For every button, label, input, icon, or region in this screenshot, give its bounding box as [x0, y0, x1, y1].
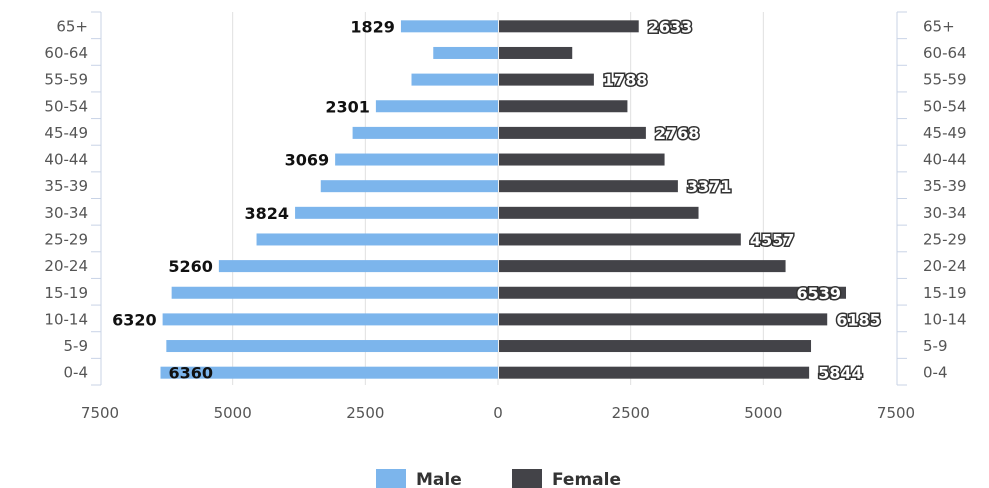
bar-female[interactable] — [499, 46, 573, 59]
bar-male[interactable] — [320, 180, 498, 193]
legend-swatch-female[interactable] — [512, 469, 542, 488]
bar-male[interactable] — [218, 260, 499, 273]
data-label-female: 6185 — [836, 310, 881, 329]
data-label-female: 2633 — [648, 17, 693, 36]
data-label-male: 6320 — [112, 310, 157, 329]
category-label-right: 65+ — [923, 17, 955, 35]
x-tick-label: 2500 — [612, 404, 650, 422]
data-label-female: 1788 — [603, 71, 648, 90]
category-label-left: 15-19 — [44, 284, 88, 302]
x-tick-label: 2500 — [346, 404, 384, 422]
bar-male[interactable] — [335, 153, 498, 166]
category-label-left: 25-29 — [44, 230, 88, 248]
bar-female[interactable] — [499, 100, 628, 113]
data-labels: 6360 5844 6320 6185 6539 5260 4557 3824 3371 3069… — [112, 16, 882, 384]
legend-swatch-male[interactable] — [376, 469, 406, 488]
category-label-right: 20-24 — [923, 257, 967, 275]
data-label-female: 6539 — [796, 284, 841, 303]
category-label-right: 60-64 — [923, 44, 967, 62]
bar-female[interactable] — [499, 126, 646, 139]
data-label-male: 2301 — [325, 97, 370, 116]
category-label-left: 60-64 — [44, 44, 88, 62]
category-label-left: 5-9 — [64, 337, 89, 355]
category-label-left: 20-24 — [44, 257, 88, 275]
data-label-male: 3069 — [285, 151, 330, 170]
x-tick-label: 7500 — [877, 404, 915, 422]
bar-male[interactable] — [375, 100, 498, 113]
bar-male[interactable] — [295, 206, 498, 219]
bar-female[interactable] — [499, 286, 847, 299]
bar-female[interactable] — [499, 73, 594, 86]
bar-male[interactable] — [352, 126, 498, 139]
bar-female[interactable] — [499, 206, 699, 219]
gridlines — [232, 12, 764, 385]
bar-male[interactable] — [171, 286, 498, 299]
category-label-right: 25-29 — [923, 230, 967, 248]
data-label-female: 2768 — [655, 124, 700, 143]
data-label-male: 1829 — [350, 17, 395, 36]
category-label-right: 45-49 — [923, 124, 967, 142]
legend-label-female[interactable]: Female — [552, 470, 621, 488]
category-label-left: 10-14 — [44, 310, 88, 328]
category-label-right: 35-39 — [923, 177, 967, 195]
bar-female[interactable] — [499, 233, 741, 246]
x-tick-label: 0 — [493, 404, 503, 422]
category-label-right: 55-59 — [923, 71, 967, 89]
bar-female[interactable] — [499, 153, 665, 166]
axes: 7500 5000 2500 0 2500 5000 7500 0-4 0-4 5-9 5-9 10-… — [44, 11, 967, 422]
data-label-female: 5844 — [818, 364, 863, 383]
data-label-male: 6360 — [168, 364, 213, 383]
data-label-male: 5260 — [168, 257, 213, 276]
bar-male[interactable] — [162, 313, 499, 326]
bar-female[interactable] — [499, 366, 810, 379]
category-label-left: 50-54 — [44, 97, 88, 115]
bar-male[interactable] — [411, 73, 498, 86]
category-label-left: 55-59 — [44, 71, 88, 89]
data-label-female: 3371 — [687, 177, 732, 196]
category-label-left: 0-4 — [64, 364, 89, 382]
category-label-left: 35-39 — [44, 177, 88, 195]
category-label-right: 0-4 — [923, 364, 948, 382]
category-label-right: 10-14 — [923, 310, 967, 328]
category-label-right: 5-9 — [923, 337, 948, 355]
bar-male[interactable] — [166, 340, 499, 353]
category-label-left: 65+ — [56, 17, 88, 35]
bar-female[interactable] — [499, 260, 786, 273]
bar-male[interactable] — [160, 366, 498, 379]
x-tick-label: 7500 — [81, 404, 119, 422]
bar-female[interactable] — [499, 340, 812, 353]
bars — [160, 20, 847, 379]
legend-label-male[interactable]: Male — [416, 470, 462, 488]
bar-female[interactable] — [499, 180, 678, 193]
data-label-male: 3824 — [245, 204, 290, 223]
bar-male[interactable] — [256, 233, 498, 246]
category-label-right: 30-34 — [923, 204, 967, 222]
bar-female[interactable] — [499, 20, 639, 33]
category-label-left: 45-49 — [44, 124, 88, 142]
x-tick-label: 5000 — [744, 404, 782, 422]
x-tick-label: 5000 — [214, 404, 252, 422]
category-label-left: 40-44 — [44, 151, 88, 169]
bar-male[interactable] — [400, 20, 498, 33]
bar-female[interactable] — [499, 313, 828, 326]
legend[interactable]: Male Female — [376, 469, 621, 488]
category-label-left: 30-34 — [44, 204, 88, 222]
category-label-right: 40-44 — [923, 151, 967, 169]
category-label-right: 15-19 — [923, 284, 967, 302]
category-label-right: 50-54 — [923, 97, 967, 115]
bar-male[interactable] — [433, 46, 498, 59]
data-label-female: 4557 — [750, 230, 795, 249]
